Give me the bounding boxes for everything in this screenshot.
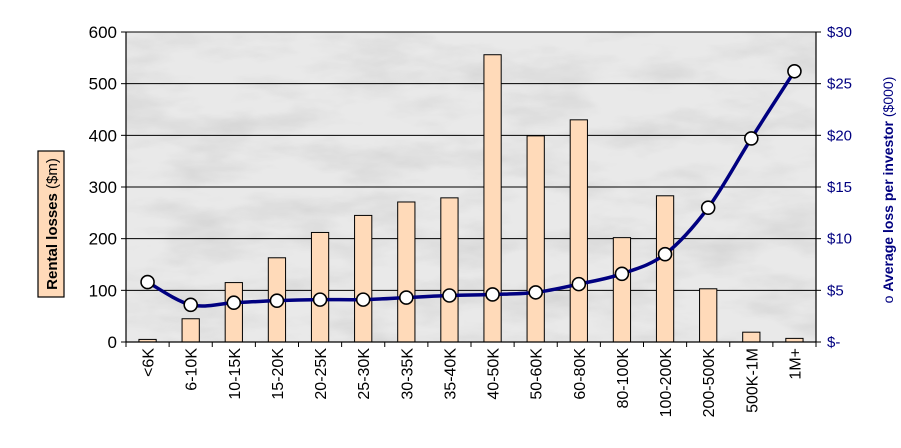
left-tick-label: 500 [89, 75, 117, 94]
right-axis-tick-labels: $- $5 $10 $15 $20 $25 $30 [827, 24, 852, 351]
category-label: 30-35K [399, 348, 416, 400]
line-point [312, 292, 328, 307]
right-tick-label: $- [827, 334, 840, 351]
right-tick-label: $5 [827, 282, 844, 299]
line-point [700, 200, 716, 215]
left-axis-tick-labels: 0 100 200 300 400 500 600 [89, 23, 117, 352]
line-point [269, 293, 285, 308]
right-axis-title-unit: ($000) [880, 77, 896, 121]
bar [612, 237, 632, 343]
left-axis-title-unit: ($m) [44, 158, 61, 193]
category-label: 15-20K [270, 348, 287, 400]
bar [397, 201, 416, 343]
right-tick-label: $30 [827, 24, 852, 41]
bar [569, 119, 588, 343]
left-tick-label: 100 [89, 281, 117, 300]
category-label: 25-30K [356, 348, 373, 400]
category-label: 20-25K [313, 348, 330, 400]
category-label: 500K-1M [744, 348, 761, 413]
right-axis-title-text: o Average loss per investor ($000) [880, 77, 896, 304]
category-label: 10-15K [227, 348, 244, 400]
plot-area [126, 31, 816, 343]
category-label: 50-60K [529, 348, 546, 400]
left-axis-title-main: Rental losses [44, 193, 61, 290]
bar [699, 288, 718, 343]
right-axis-title: o Average loss per investor ($000) [880, 77, 896, 304]
line-point [528, 285, 543, 300]
line-point [183, 297, 198, 313]
category-label: 40-50K [486, 348, 503, 400]
line-point [657, 246, 673, 262]
left-tick-label: 600 [89, 23, 117, 42]
category-tick-labels: <6K 6-10K 10-15K 15-20K 20-25K 25-30K 30-35K 35… [141, 348, 805, 418]
line-point [399, 290, 414, 305]
right-tick-label: $20 [827, 127, 852, 144]
line-point [571, 276, 587, 292]
category-label: 6-10K [184, 348, 201, 391]
line-point [226, 295, 242, 311]
bar [310, 231, 330, 343]
right-tick-label: $15 [827, 179, 852, 196]
category-label: 200-500K [701, 348, 718, 418]
average-loss-points [140, 63, 802, 313]
category-label: 100-200K [658, 348, 675, 418]
line-point [744, 131, 759, 146]
right-axis-title-marker: o [880, 292, 896, 304]
category-label: <6K [141, 348, 158, 377]
bar [440, 197, 459, 343]
right-tick-label: $10 [827, 231, 852, 248]
average-loss-line [146, 70, 796, 308]
bar [181, 318, 200, 343]
bar [354, 214, 373, 343]
bar [526, 135, 545, 343]
left-tick-label: 400 [89, 126, 117, 145]
line-point [485, 287, 500, 302]
left-axis-title-text: Rental losses ($m) [44, 158, 61, 290]
line-point [614, 266, 630, 282]
bar [224, 282, 243, 343]
right-tick-label: $25 [827, 76, 852, 93]
bar [655, 195, 675, 343]
line-point [442, 288, 457, 303]
left-tick-label: 200 [89, 230, 117, 249]
right-axis-title-main: Average loss per investor [880, 120, 896, 291]
left-axis-title: Rental losses ($m) [37, 150, 65, 298]
category-label: 35-40K [442, 348, 459, 400]
left-tick-label: 0 [108, 333, 117, 352]
line-point [787, 63, 802, 79]
line-point [355, 292, 371, 307]
line-point [140, 274, 155, 290]
axes [121, 31, 821, 347]
left-tick-label: 300 [89, 178, 117, 197]
category-label: 60-80K [572, 348, 589, 400]
left-axis-title-box [37, 150, 65, 298]
category-label: 80-100K [615, 348, 632, 409]
category-label: 1M+ [787, 348, 804, 380]
bar [742, 331, 761, 343]
